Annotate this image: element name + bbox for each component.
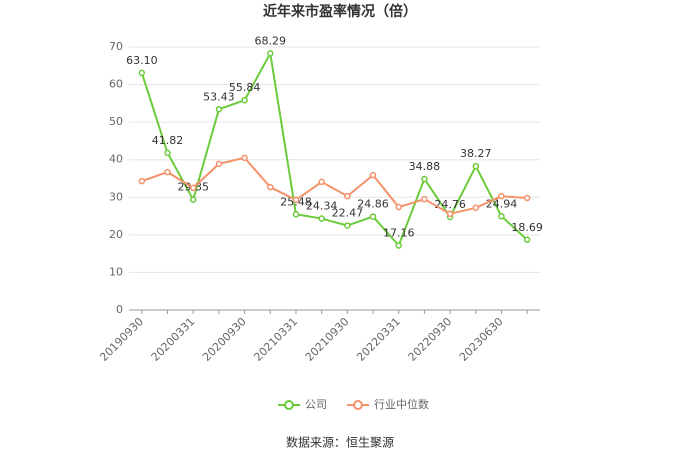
y-tick-label: 60 <box>109 78 123 91</box>
x-tick-label: 20200930 <box>200 315 249 364</box>
point <box>472 204 480 212</box>
point <box>215 106 223 113</box>
point <box>344 222 351 229</box>
value-label: 24.76 <box>434 198 466 211</box>
series-line <box>140 50 528 248</box>
source: 数据来源：恒生聚源 <box>286 435 394 450</box>
point <box>344 192 351 200</box>
y-tick-label: 40 <box>109 153 123 166</box>
value-label: 68.29 <box>255 34 287 47</box>
value-label: 38.27 <box>460 147 492 160</box>
point <box>498 192 505 200</box>
value-label: 53.43 <box>203 90 235 103</box>
point <box>189 196 197 203</box>
point <box>498 213 505 220</box>
y-tick-label: 20 <box>109 228 123 241</box>
x-tick-label: 20220930 <box>406 315 455 364</box>
value-label: 17.16 <box>383 227 415 240</box>
value-label: 63.10 <box>126 54 158 67</box>
point <box>189 184 197 192</box>
y-tick-label: 50 <box>109 115 123 128</box>
value-label: 18.69 <box>511 221 543 234</box>
point <box>241 96 248 104</box>
point <box>292 196 300 204</box>
point <box>267 183 274 191</box>
value-label: 24.34 <box>306 200 338 213</box>
y-tick-label: 30 <box>109 190 123 203</box>
point <box>241 154 248 162</box>
series-line <box>141 156 528 215</box>
point <box>446 210 454 218</box>
point <box>472 162 480 170</box>
value-label: 22.47 <box>332 207 364 220</box>
legend-label: 公司 <box>305 398 327 411</box>
point <box>523 236 531 244</box>
point <box>267 50 274 57</box>
x-tick-label: 20190930 <box>97 315 146 364</box>
point <box>318 215 325 222</box>
point <box>215 160 223 168</box>
point <box>523 194 531 202</box>
y-tick-label: 0 <box>116 303 123 316</box>
point <box>395 242 402 249</box>
value-label: 24.86 <box>357 198 389 211</box>
value-label: 41.82 <box>152 134 184 147</box>
point <box>318 178 325 186</box>
point <box>395 203 402 211</box>
legend-marker <box>353 400 363 410</box>
point <box>138 69 146 77</box>
y-tick-label: 10 <box>109 265 123 278</box>
point <box>369 213 377 220</box>
point <box>421 195 428 203</box>
y-tick-label: 70 <box>109 40 123 53</box>
legend-label: 行业中位数 <box>374 397 429 411</box>
point <box>421 175 428 183</box>
point <box>164 168 171 176</box>
x-tick-label: 20200331 <box>149 315 198 364</box>
value-label: 55.84 <box>229 81 261 94</box>
x-tick-label: 20210930 <box>303 315 352 364</box>
x-tick-label: 20230630 <box>457 315 506 364</box>
x-tick-label: 20220331 <box>354 315 403 364</box>
chart-title: 近年来市盈率情况（倍） <box>263 3 417 20</box>
point <box>369 171 377 179</box>
legend-marker <box>284 400 294 410</box>
value-label: 34.88 <box>409 160 441 173</box>
point <box>138 177 146 185</box>
point <box>164 149 171 157</box>
point <box>292 211 300 218</box>
x-tick-label: 20210331 <box>251 315 300 364</box>
